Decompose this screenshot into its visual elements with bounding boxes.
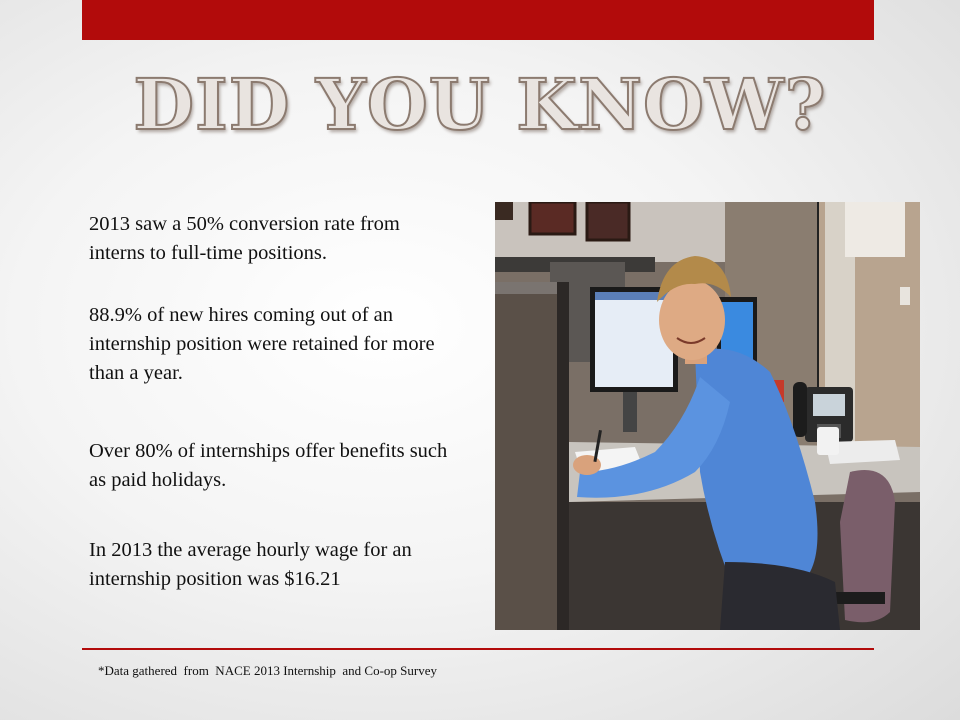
fact-retention: 88.9% of new hires coming out of an inte… <box>89 304 435 384</box>
intern-office-photo <box>495 202 920 630</box>
fact-hourly-wage: In 2013 the average hourly wage for an i… <box>89 539 412 590</box>
source-footnote: *Data gathered from NACE 2013 Internship… <box>98 663 438 678</box>
slide-title: DID YOU KNOW? <box>132 62 827 147</box>
top-accent-bar <box>82 0 874 40</box>
fact-conversion-rate: 2013 saw a 50% conversion rate from inte… <box>89 213 400 264</box>
fact-benefits: Over 80% of internships offer benefits s… <box>89 440 448 491</box>
bottom-accent-rule <box>82 648 874 650</box>
